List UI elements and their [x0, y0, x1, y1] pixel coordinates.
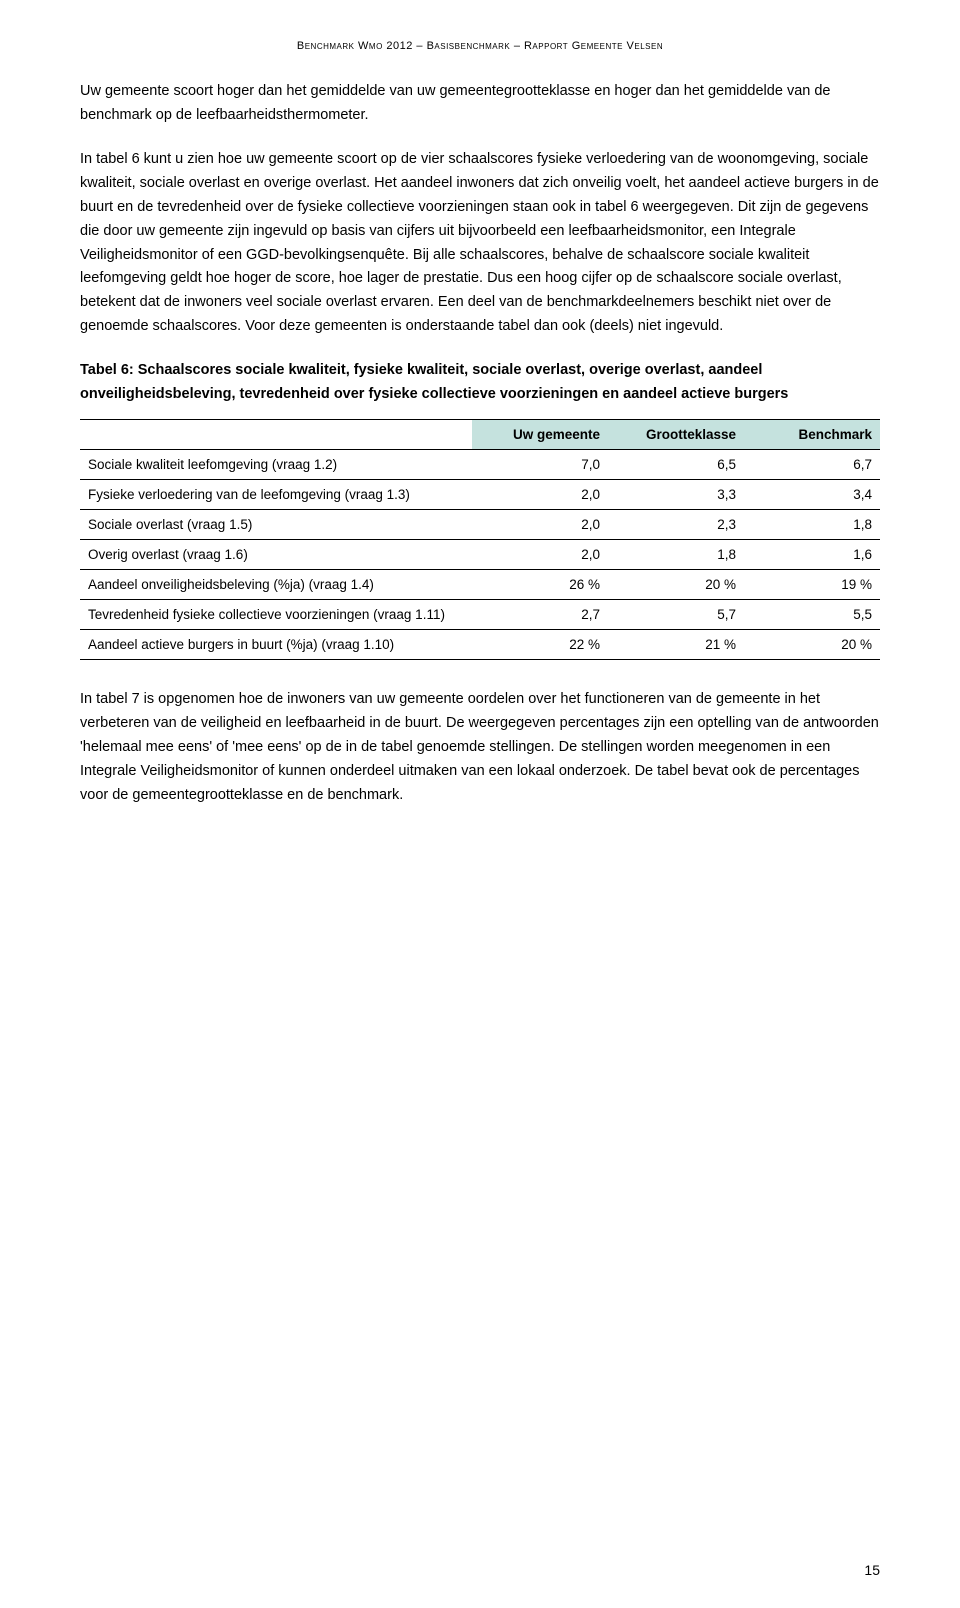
row-label: Fysieke verloedering van de leefomgeving… [80, 480, 472, 510]
row-value: 5,7 [608, 600, 744, 630]
row-value: 20 % [744, 630, 880, 660]
row-label: Overig overlast (vraag 1.6) [80, 540, 472, 570]
paragraph-1: Uw gemeente scoort hoger dan het gemidde… [80, 80, 880, 128]
row-value: 21 % [608, 630, 744, 660]
col-header-blank [80, 420, 472, 450]
row-label: Sociale kwaliteit leefomgeving (vraag 1.… [80, 450, 472, 480]
row-value: 2,0 [472, 480, 608, 510]
table-row: Sociale overlast (vraag 1.5) 2,0 2,3 1,8 [80, 510, 880, 540]
table-row: Fysieke verloedering van de leefomgeving… [80, 480, 880, 510]
row-value: 3,3 [608, 480, 744, 510]
row-value: 3,4 [744, 480, 880, 510]
row-label: Sociale overlast (vraag 1.5) [80, 510, 472, 540]
col-header-benchmark: Benchmark [744, 420, 880, 450]
row-label: Tevredenheid fysieke collectieve voorzie… [80, 600, 472, 630]
row-label: Aandeel onveiligheidsbeleving (%ja) (vra… [80, 570, 472, 600]
row-value: 7,0 [472, 450, 608, 480]
table-row: Aandeel onveiligheidsbeleving (%ja) (vra… [80, 570, 880, 600]
row-value: 2,7 [472, 600, 608, 630]
table-row: Aandeel actieve burgers in buurt (%ja) (… [80, 630, 880, 660]
row-value: 6,7 [744, 450, 880, 480]
row-label: Aandeel actieve burgers in buurt (%ja) (… [80, 630, 472, 660]
paragraph-2: In tabel 6 kunt u zien hoe uw gemeente s… [80, 148, 880, 339]
page-number: 15 [864, 1562, 880, 1578]
row-value: 5,5 [744, 600, 880, 630]
row-value: 1,8 [608, 540, 744, 570]
table-header-row: Uw gemeente Grootteklasse Benchmark [80, 420, 880, 450]
col-header-grootteklasse: Grootteklasse [608, 420, 744, 450]
col-header-gemeente: Uw gemeente [472, 420, 608, 450]
row-value: 19 % [744, 570, 880, 600]
table-row: Sociale kwaliteit leefomgeving (vraag 1.… [80, 450, 880, 480]
table-row: Tevredenheid fysieke collectieve voorzie… [80, 600, 880, 630]
row-value: 1,8 [744, 510, 880, 540]
row-value: 22 % [472, 630, 608, 660]
table-caption: Tabel 6: Schaalscores sociale kwaliteit,… [80, 359, 880, 407]
row-value: 2,0 [472, 510, 608, 540]
table-row: Overig overlast (vraag 1.6) 2,0 1,8 1,6 [80, 540, 880, 570]
row-value: 20 % [608, 570, 744, 600]
row-value: 2,3 [608, 510, 744, 540]
row-value: 26 % [472, 570, 608, 600]
running-header: Benchmark Wmo 2012 – Basisbenchmark – Ra… [80, 40, 880, 52]
row-value: 6,5 [608, 450, 744, 480]
paragraph-3: In tabel 7 is opgenomen hoe de inwoners … [80, 688, 880, 808]
table-6: Uw gemeente Grootteklasse Benchmark Soci… [80, 419, 880, 660]
row-value: 2,0 [472, 540, 608, 570]
row-value: 1,6 [744, 540, 880, 570]
